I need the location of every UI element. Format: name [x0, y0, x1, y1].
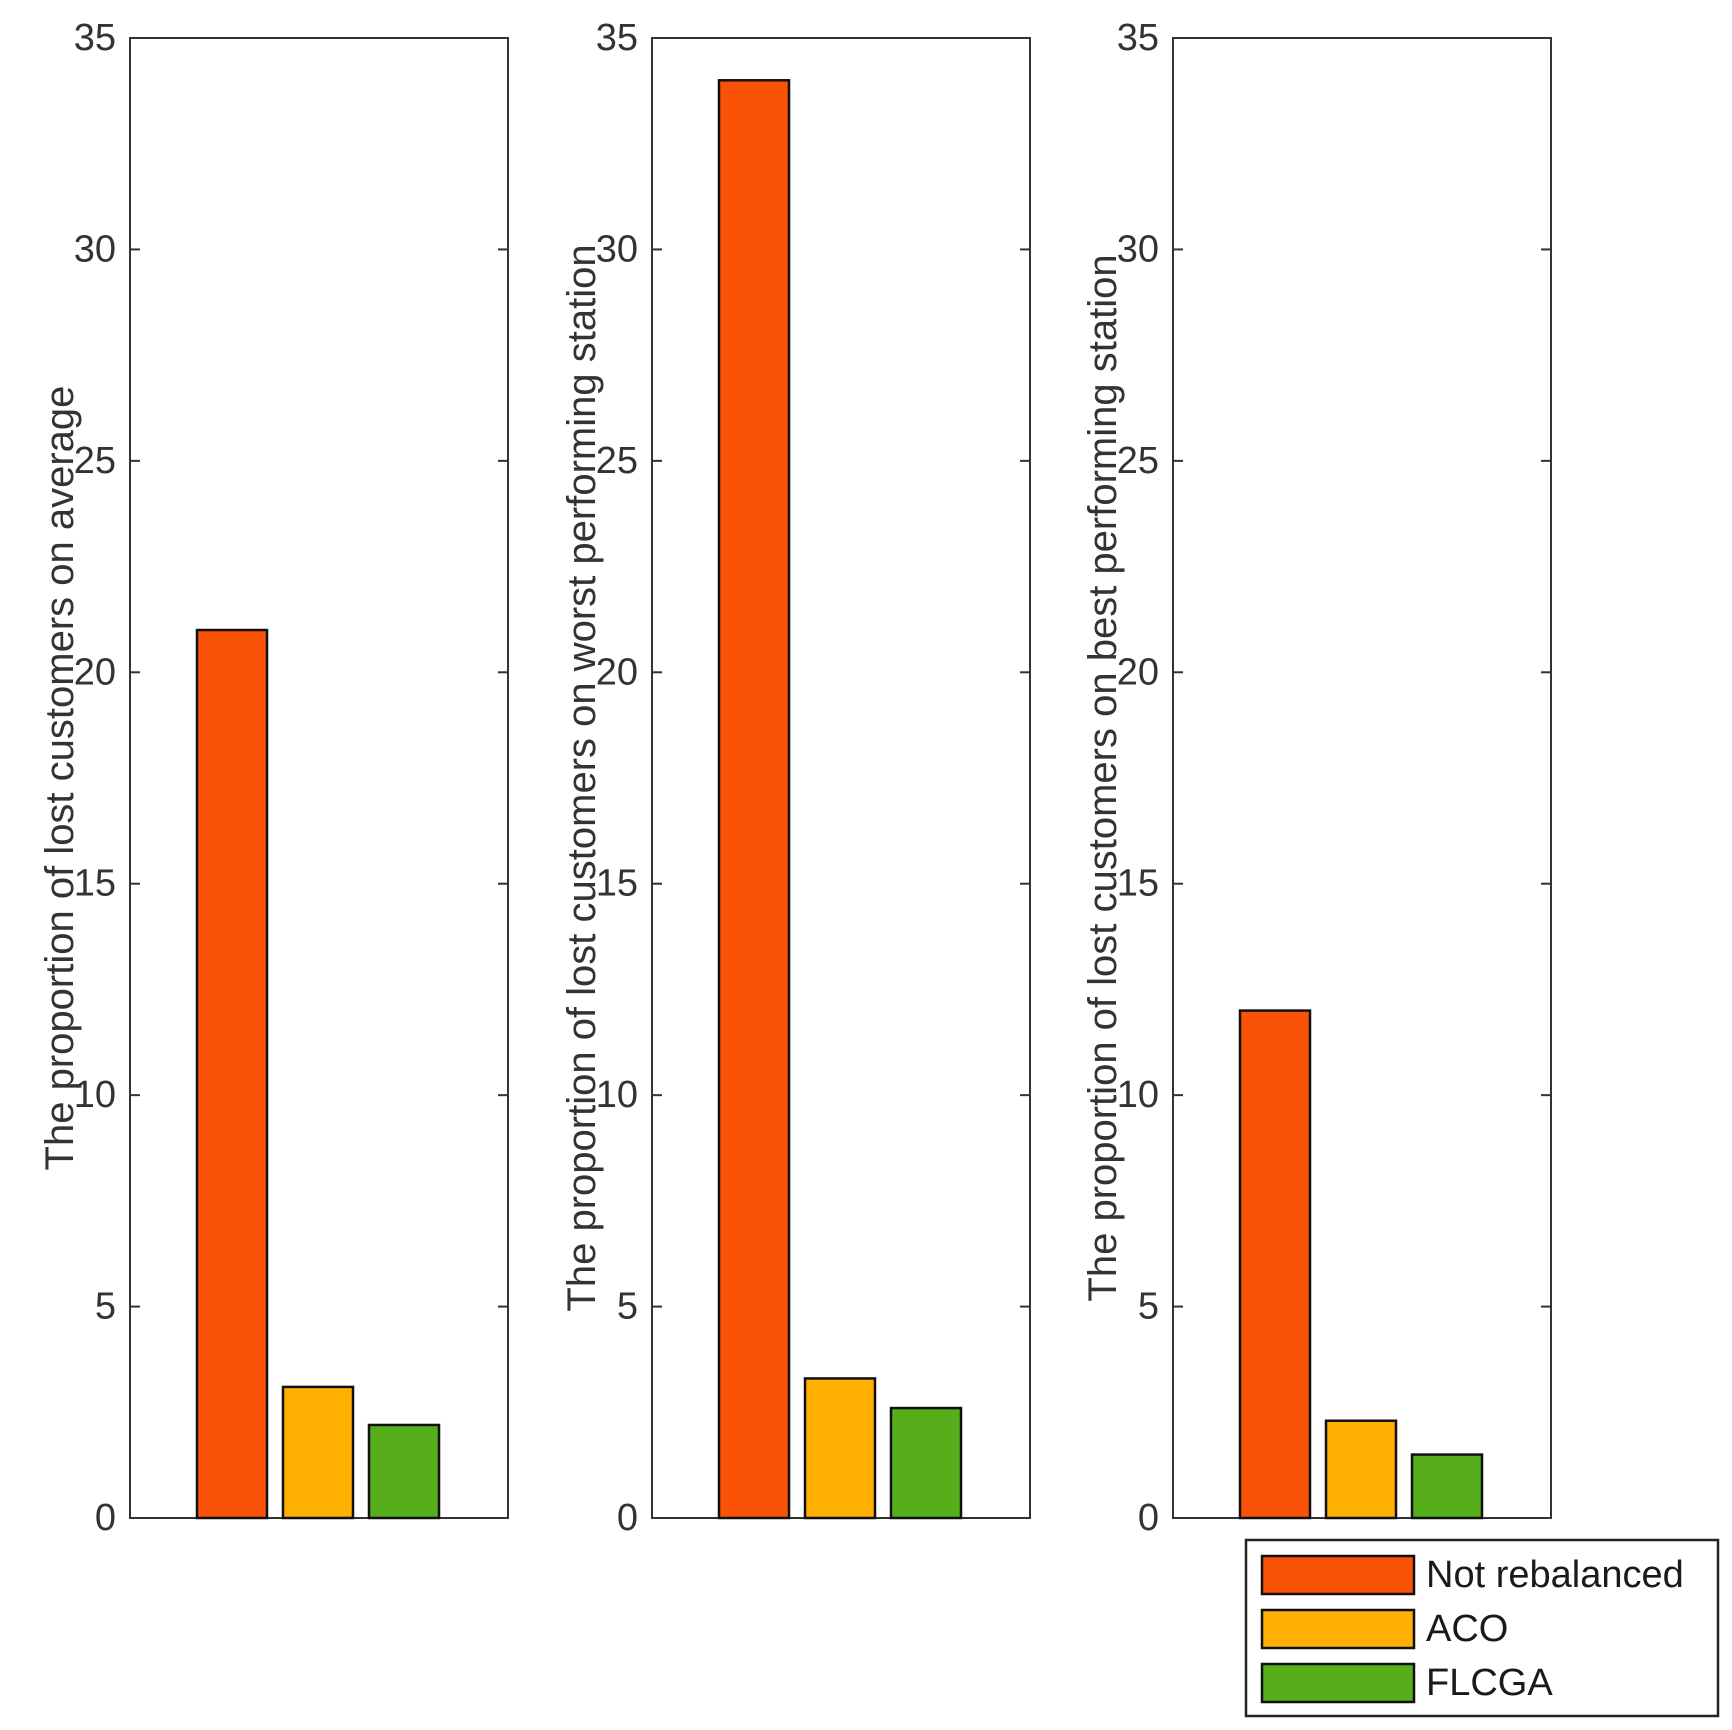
- y-tick-label: 30: [74, 228, 116, 270]
- y-tick-label: 5: [1138, 1286, 1159, 1328]
- legend-swatch-aco: [1260, 1608, 1416, 1650]
- axes-box: [651, 37, 1031, 1519]
- y-tick-label: 15: [596, 863, 638, 905]
- y-tick-label: 25: [74, 440, 116, 482]
- y-tick-label: 30: [596, 228, 638, 270]
- y-tick-label: 20: [1117, 651, 1159, 693]
- y-tick-label: 0: [1138, 1497, 1159, 1539]
- y-axis-label: The proportion of lost customers on aver…: [38, 386, 82, 1171]
- y-tick-label: 15: [1117, 863, 1159, 905]
- bar-not-rebalanced: [195, 628, 269, 1520]
- bar-flcga: [1410, 1453, 1484, 1520]
- bar-not-rebalanced: [717, 79, 791, 1520]
- y-tick-label: 0: [617, 1497, 638, 1539]
- legend-label: FLCGA: [1426, 1662, 1553, 1704]
- y-axis-label: The proportion of lost customers on best…: [1081, 254, 1125, 1301]
- y-tick-label: 15: [74, 863, 116, 905]
- legend-swatch-flcga: [1260, 1662, 1416, 1704]
- bar-flcga: [367, 1423, 441, 1520]
- bar-flcga: [889, 1406, 963, 1520]
- panel-1: 0 5 10 15 20 25 30 35 The proportion of lost cus…: [38, 17, 509, 1539]
- bar-aco: [803, 1377, 877, 1520]
- y-axis-label: The proportion of lost customers on wors…: [560, 244, 604, 1311]
- axes-box: [129, 37, 509, 1519]
- y-tick-label: 10: [596, 1074, 638, 1116]
- bar-aco: [1324, 1419, 1398, 1520]
- y-tick-label: 0: [95, 1497, 116, 1539]
- legend: Not rebalanced ACO FLCGA: [1244, 1538, 1720, 1718]
- y-tick-label: 10: [1117, 1074, 1159, 1116]
- y-tick-label: 25: [1117, 440, 1159, 482]
- y-tick-label: 5: [95, 1286, 116, 1328]
- y-tick-label: 25: [596, 440, 638, 482]
- bar-not-rebalanced: [1238, 1009, 1312, 1520]
- y-tick-label: 10: [74, 1074, 116, 1116]
- bar-aco: [281, 1385, 355, 1520]
- legend-swatch-not-rebalanced: [1260, 1554, 1416, 1596]
- y-tick-label: 20: [596, 651, 638, 693]
- axes-box: [1172, 37, 1552, 1519]
- y-tick-label: 5: [617, 1286, 638, 1328]
- legend-label: Not rebalanced: [1426, 1554, 1684, 1596]
- y-tick-label: 30: [1117, 228, 1159, 270]
- y-tick-label: 35: [74, 17, 116, 59]
- y-tick-label: 35: [1117, 17, 1159, 59]
- y-tick-label: 20: [74, 651, 116, 693]
- y-tick-label: 35: [596, 17, 638, 59]
- legend-label: ACO: [1426, 1608, 1508, 1650]
- panel-3: 0 5 10 15 20 25 30 35 The proportion of lost cus…: [1081, 17, 1552, 1539]
- panel-2: 0 5 10 15 20 25 30 35 The proportion of lost cus…: [560, 17, 1031, 1539]
